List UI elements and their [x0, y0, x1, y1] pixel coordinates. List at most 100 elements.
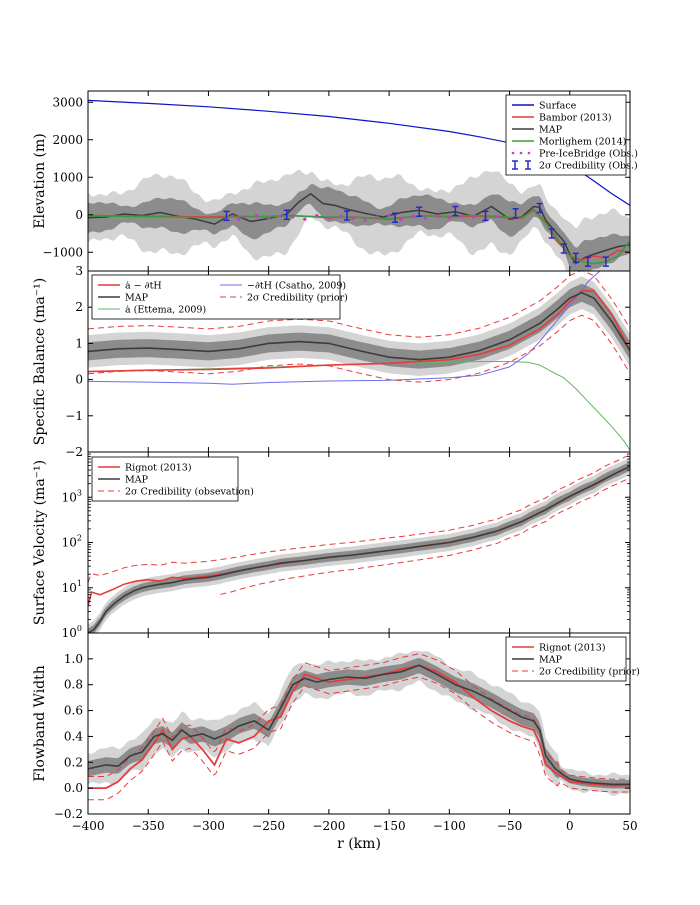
plot-area	[88, 454, 630, 633]
legend-entry: 2σ Credibility (prior)	[220, 293, 348, 304]
legend-label: 2σ Credibility (prior)	[539, 667, 640, 678]
obs-point	[447, 216, 451, 220]
legend-entry: MAP	[98, 293, 149, 304]
y-axis-label: Specific Balance (ma⁻¹)	[32, 278, 48, 445]
legend-marker	[527, 151, 531, 155]
legend-entry: Pre-IceBridge (Obs.)	[511, 149, 638, 160]
y-tick-label: −2	[65, 445, 83, 459]
legend-entry: 2σ Credibility (Obs.)	[512, 160, 638, 172]
obs-point	[399, 217, 403, 221]
legend-box	[505, 94, 627, 176]
obs-point	[236, 217, 241, 221]
obs-point	[495, 214, 500, 218]
obs-point	[351, 216, 355, 221]
y-tick-label: 0.6	[64, 704, 83, 718]
x-tick-label: −300	[192, 819, 225, 833]
legend-label: ȧ (Ettema, 2009)	[125, 305, 206, 316]
y-tick-label: 0.4	[64, 729, 83, 743]
y-axis-label: Elevation (m)	[32, 133, 48, 228]
legend-marker	[519, 151, 523, 155]
prior-lower	[88, 314, 630, 383]
legend-entry: Bambor (2013)	[512, 113, 612, 124]
legend-entry: −∂tH (Csatho, 2009)	[220, 281, 346, 292]
series-map	[88, 192, 630, 265]
obs-point	[315, 213, 319, 218]
legend-label: 2σ Credibility (obsevation)	[125, 487, 254, 498]
legend-marker	[511, 151, 515, 155]
obs-lower	[220, 477, 630, 595]
obs-point	[375, 215, 379, 219]
obs-point	[327, 216, 331, 220]
legend-box	[91, 274, 341, 320]
obs-point	[411, 214, 415, 218]
prior-upper	[88, 271, 630, 338]
series-line	[88, 361, 630, 451]
obs-point	[339, 214, 343, 218]
series-rignot	[88, 664, 630, 789]
inner-credibility-band	[88, 658, 630, 789]
elevation-panel: −1000 0 1000 2000 3000 Elevation (m) SurfaceBa…	[32, 90, 638, 272]
prior-lower	[88, 676, 630, 801]
legend-label: Bambor (2013)	[539, 113, 612, 124]
y-tick-label: 0	[75, 208, 83, 222]
legend-label: MAP	[125, 475, 149, 486]
y-axis-label: Flowband Width	[32, 665, 48, 782]
inner-credibility-band	[88, 183, 630, 271]
x-tick-label: 0	[566, 819, 574, 833]
x-tick-label: −50	[497, 819, 522, 833]
y-tick-label: 102	[62, 534, 82, 550]
y-tick-label: −1	[65, 409, 83, 423]
legend-label: 2σ Credibility (prior)	[247, 293, 348, 304]
y-tick-label: 1000	[52, 170, 83, 184]
y-tick-label: 3000	[52, 95, 83, 109]
inner-credibility-band	[88, 283, 630, 369]
obs-point	[435, 215, 439, 219]
x-tick-label: −400	[72, 819, 105, 833]
legend-entry: MAP	[512, 655, 563, 666]
legend-entry: MAP	[512, 125, 563, 136]
legend-entry: Rignot (2013)	[98, 463, 192, 474]
flowband-width-panel: −0.2 0.0 0.2 0.4 0.6 0.8 1.0 Flowband Width Rign…	[32, 632, 640, 821]
obs-point	[363, 218, 367, 222]
legend-label: ȧ − ∂tH	[125, 281, 162, 292]
x-tick-label: −100	[433, 819, 466, 833]
x-tick-label: −150	[373, 819, 406, 833]
obs-point	[423, 216, 427, 220]
obs-point	[303, 217, 307, 221]
y-tick-label: 2000	[52, 133, 83, 147]
y-tick-label: 0.2	[64, 755, 83, 769]
obs-point	[459, 214, 463, 218]
y-tick-label: 2	[75, 300, 83, 314]
obs-point	[242, 215, 247, 219]
legend-label: MAP	[125, 293, 149, 304]
x-tick-label: −350	[132, 819, 165, 833]
legend-entry: 2σ Credibility (prior)	[512, 667, 640, 678]
series-surface	[88, 99, 630, 206]
plot-frame	[87, 632, 631, 815]
legend-label: Surface	[539, 101, 577, 112]
surface-velocity-panel: 100 101 102 103 Surface Velocity (ma⁻¹) Rigno…	[32, 451, 631, 640]
series-map	[88, 664, 630, 786]
x-axis: −400 −350 −300 −250 −200 −150 −100 −50 0 50 r (km)	[72, 819, 638, 852]
legend-label: Rignot (2013)	[125, 463, 192, 474]
y-tick-label: 101	[62, 579, 82, 595]
y-tick-label: 0.0	[64, 781, 83, 795]
specific-balance-panel: −2 −1 0 1 2 3 Specific Balance (ma⁻¹) ȧ − ∂tHMA…	[32, 264, 631, 459]
series-line	[88, 290, 630, 373]
y-tick-label: 3	[75, 264, 83, 278]
x-tick-label: 50	[622, 819, 637, 833]
obs-point	[255, 213, 259, 218]
obs-point	[387, 213, 391, 218]
legend-label: 2σ Credibility (Obs.)	[539, 161, 638, 172]
obs-point	[291, 215, 295, 219]
legend-label: MAP	[539, 125, 563, 136]
obs-point	[230, 214, 235, 218]
series-line	[88, 271, 601, 385]
obs-point	[471, 215, 476, 219]
outer-credibility-band	[88, 650, 630, 796]
legend-entry: ȧ − ∂tH	[98, 281, 162, 292]
legend-entry: MAP	[98, 475, 149, 486]
series-line	[88, 291, 630, 361]
y-tick-label: 1.0	[64, 652, 83, 666]
y-tick-label: 1	[75, 336, 83, 350]
